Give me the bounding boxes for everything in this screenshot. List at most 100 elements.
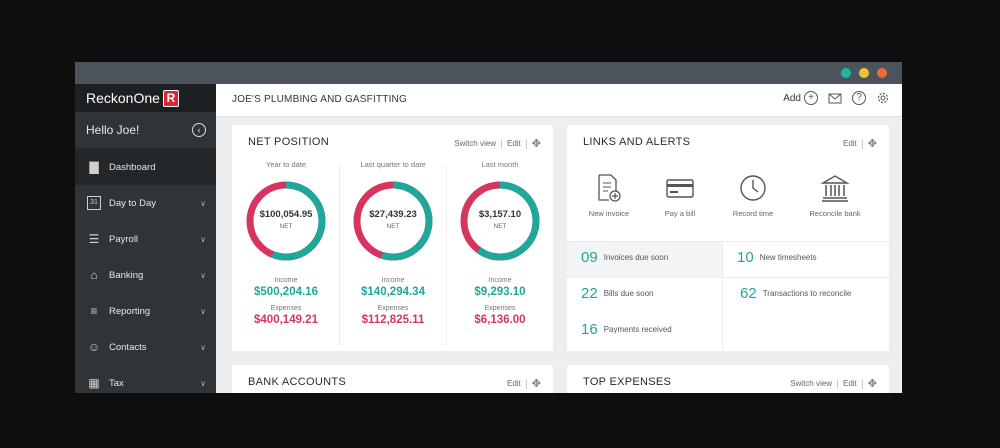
new-invoice-link[interactable]: New invoice: [574, 173, 644, 218]
move-icon[interactable]: ✥: [867, 138, 877, 150]
income-arc: [246, 181, 326, 261]
donut-chart: [353, 181, 433, 261]
add-button[interactable]: Add +: [783, 91, 818, 105]
pay-bill-link[interactable]: Pay a bill: [645, 173, 715, 218]
net-amount: $100,054.95: [259, 209, 313, 220]
sidebar: ReckonOne R Hello Joe! ‹ ▇ Dashboard 31 Day…: [75, 84, 216, 393]
bank-accounts-title: BANK ACCOUNTS: [248, 376, 347, 388]
alert-bills-due[interactable]: 22 Bills due soon: [581, 285, 654, 302]
brand-badge: R: [162, 89, 179, 107]
bank-building-icon: [820, 175, 850, 202]
donut-chart: [460, 181, 540, 261]
move-icon[interactable]: ✥: [867, 378, 877, 390]
sidebar-nav: ▇ Dashboard 31 Day to Day ∨ ☰ Payroll ∨ ⌂ Banking…: [75, 149, 216, 393]
edit-link[interactable]: Edit: [842, 379, 857, 388]
brand-name: ReckonOne: [86, 90, 160, 106]
donut-chart: [246, 181, 326, 261]
net-position-actions: Switch view Edit ✥: [454, 137, 541, 150]
income-value: $140,294.34: [361, 286, 425, 298]
chevron-down-icon: ∨: [200, 378, 206, 388]
expenses-value: $6,136.00: [474, 314, 526, 326]
net-ring[interactable]: $27,439.23 NET: [351, 179, 435, 263]
sidebar-item-label: Reporting: [109, 305, 151, 317]
sidebar-item-payroll[interactable]: ☰ Payroll ∨: [75, 221, 216, 257]
sidebar-item-dashboard[interactable]: ▇ Dashboard: [75, 149, 216, 185]
reconcile-bank-label: Reconcile bank: [809, 209, 861, 218]
income-label: Income: [381, 277, 405, 284]
net-label: NET: [386, 223, 400, 230]
record-time-label: Record time: [732, 209, 774, 218]
links-alerts-card: LINKS AND ALERTS Edit ✥ New invoice Pay …: [567, 125, 889, 351]
alert-label: Payments received: [603, 325, 672, 334]
pay-bill-label: Pay a bill: [664, 209, 696, 218]
alerts-col-border: [722, 241, 723, 351]
record-time-link[interactable]: Record time: [718, 173, 788, 218]
edit-link[interactable]: Edit: [506, 379, 521, 388]
mail-icon[interactable]: [828, 93, 842, 104]
move-icon[interactable]: ✥: [531, 378, 541, 390]
top-expenses-card: TOP EXPENSES Switch view Edit ✥: [567, 365, 889, 393]
window-dot-green[interactable]: [841, 68, 851, 78]
net-position-column: Year to date $100,054.95 NET Income $500,204…: [233, 160, 339, 326]
edit-link[interactable]: Edit: [506, 139, 521, 148]
expenses-value: $112,825.11: [361, 314, 425, 326]
sidebar-item-day-to-day[interactable]: 31 Day to Day ∨: [75, 185, 216, 221]
clock-icon: [740, 175, 766, 201]
period-label: Year to date: [265, 160, 307, 169]
window-dot-orange[interactable]: [877, 68, 887, 78]
alerts-highlight: [567, 242, 722, 277]
gear-icon[interactable]: [876, 91, 890, 105]
help-icon[interactable]: ?: [852, 91, 866, 105]
greeting: Hello Joe!: [86, 123, 140, 137]
net-label: NET: [279, 223, 293, 230]
switch-view-link[interactable]: Switch view: [790, 379, 832, 388]
report-icon: ≡: [90, 304, 98, 318]
expenses-label: Expenses: [484, 305, 516, 312]
links-alerts-title: LINKS AND ALERTS: [583, 136, 691, 148]
top-expenses-title: TOP EXPENSES: [583, 376, 672, 388]
collapse-sidebar-icon[interactable]: ‹: [192, 123, 206, 137]
net-label: NET: [493, 223, 507, 230]
top-expenses-actions: Switch view Edit ✥: [790, 377, 877, 390]
reconcile-bank-link[interactable]: Reconcile bank: [795, 173, 875, 218]
sidebar-item-banking[interactable]: ⌂ Banking ∨: [75, 257, 216, 293]
chevron-down-icon: ∨: [200, 270, 206, 280]
net-ring[interactable]: $100,054.95 NET: [244, 179, 328, 263]
new-invoice-label: New invoice: [588, 209, 630, 218]
alert-new-timesheets[interactable]: 10 New timesheets: [737, 249, 817, 266]
alert-invoices-due[interactable]: 09 Invoices due soon: [581, 249, 668, 266]
chart-bars-icon: ▇: [89, 160, 99, 174]
edit-link[interactable]: Edit: [842, 139, 857, 148]
alerts-top-border: [567, 241, 889, 242]
calculator-icon: ▦: [88, 376, 100, 390]
switch-view-link[interactable]: Switch view: [454, 139, 496, 148]
move-icon[interactable]: ✥: [531, 138, 541, 150]
alert-label: Transactions to reconcile: [762, 289, 852, 298]
sidebar-item-reporting[interactable]: ≡ Reporting ∨: [75, 293, 216, 329]
sidebar-item-contacts[interactable]: ☺ Contacts ∨: [75, 329, 216, 365]
alert-count: 16: [581, 321, 598, 338]
greeting-row: Hello Joe! ‹: [75, 112, 216, 149]
net-amount: $27,439.23: [369, 209, 417, 220]
sidebar-item-tax[interactable]: ▦ Tax ∨: [75, 365, 216, 393]
bank-icon: ⌂: [90, 268, 98, 282]
alert-transactions[interactable]: 62 Transactions to reconcile: [740, 285, 851, 302]
expenses-label: Expenses: [377, 305, 409, 312]
alert-count: 62: [740, 285, 757, 302]
net-ring[interactable]: $3,157.10 NET: [458, 179, 542, 263]
divider: [500, 138, 502, 149]
column-divider: [339, 165, 340, 345]
divider: [525, 138, 527, 149]
logo[interactable]: ReckonOne R: [75, 84, 216, 112]
window-dot-yellow[interactable]: [859, 68, 869, 78]
bank-accounts-actions: Edit ✥: [507, 377, 541, 390]
sidebar-item-label: Day to Day: [109, 197, 156, 209]
bank-accounts-card: BANK ACCOUNTS Edit ✥: [232, 365, 553, 393]
income-value: $9,293.10: [474, 286, 526, 298]
company-name: JOE'S PLUMBING AND GASFITTING: [232, 94, 407, 105]
period-label: Last quarter to date: [360, 160, 426, 169]
alert-payments-received[interactable]: 16 Payments received: [581, 321, 672, 338]
calendar-icon: 31: [87, 196, 101, 210]
column-divider: [446, 165, 447, 345]
divider: [525, 378, 527, 389]
